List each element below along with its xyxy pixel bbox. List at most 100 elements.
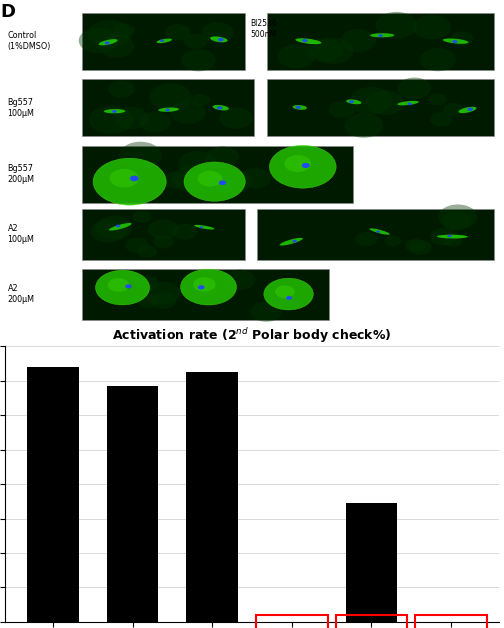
Ellipse shape	[443, 38, 468, 44]
Circle shape	[198, 285, 205, 290]
Circle shape	[119, 142, 161, 169]
Circle shape	[349, 100, 354, 103]
Ellipse shape	[397, 101, 419, 106]
Circle shape	[198, 280, 221, 295]
Bar	[82, 146, 353, 202]
Circle shape	[165, 24, 191, 40]
Circle shape	[183, 33, 208, 49]
Ellipse shape	[459, 107, 476, 113]
Circle shape	[191, 94, 210, 106]
Text: Control
(1%DMSO): Control (1%DMSO)	[8, 31, 51, 51]
Circle shape	[275, 285, 295, 298]
Circle shape	[145, 281, 180, 305]
Circle shape	[420, 48, 456, 71]
Circle shape	[151, 293, 176, 309]
Circle shape	[178, 151, 217, 175]
Circle shape	[112, 24, 135, 38]
Circle shape	[149, 84, 192, 111]
Circle shape	[200, 226, 203, 229]
Circle shape	[109, 169, 139, 188]
Circle shape	[269, 145, 336, 188]
Circle shape	[250, 301, 282, 322]
Circle shape	[204, 177, 228, 193]
Ellipse shape	[99, 39, 117, 45]
Circle shape	[355, 232, 377, 246]
Circle shape	[240, 168, 271, 188]
Circle shape	[137, 294, 159, 308]
Circle shape	[428, 94, 447, 105]
Circle shape	[148, 219, 179, 239]
Circle shape	[349, 87, 393, 115]
Title: Activation rate (2$^{nd}$ Polar body check%): Activation rate (2$^{nd}$ Polar body che…	[112, 326, 392, 345]
Text: A2
200μM: A2 200μM	[8, 284, 34, 305]
Circle shape	[375, 12, 417, 38]
Ellipse shape	[437, 235, 468, 239]
Circle shape	[163, 171, 190, 189]
Circle shape	[409, 240, 431, 255]
Circle shape	[452, 40, 457, 43]
Circle shape	[108, 80, 135, 98]
Circle shape	[173, 165, 217, 193]
Circle shape	[407, 102, 412, 105]
Circle shape	[202, 22, 234, 43]
Bar	[267, 13, 494, 70]
Circle shape	[79, 28, 118, 53]
Ellipse shape	[213, 105, 229, 111]
Bar	[82, 209, 244, 259]
Ellipse shape	[280, 238, 303, 246]
Ellipse shape	[370, 33, 394, 38]
Circle shape	[125, 284, 132, 288]
Circle shape	[88, 20, 131, 48]
Circle shape	[193, 277, 216, 291]
Circle shape	[451, 31, 473, 46]
Bar	[186, 372, 238, 622]
Bar	[107, 386, 158, 622]
Circle shape	[130, 176, 139, 181]
Circle shape	[413, 15, 451, 40]
Circle shape	[385, 236, 401, 246]
Circle shape	[138, 245, 157, 258]
Bar	[82, 13, 244, 70]
Circle shape	[376, 230, 380, 233]
Ellipse shape	[295, 38, 322, 44]
Circle shape	[344, 113, 383, 138]
Bar	[257, 209, 494, 259]
Circle shape	[133, 210, 151, 223]
Circle shape	[341, 29, 376, 51]
Circle shape	[438, 205, 477, 229]
Circle shape	[430, 112, 453, 127]
Circle shape	[116, 225, 120, 227]
Text: A2
100μM: A2 100μM	[8, 224, 34, 244]
Circle shape	[165, 109, 170, 111]
Circle shape	[105, 41, 110, 45]
Circle shape	[284, 155, 311, 172]
Circle shape	[430, 228, 458, 246]
Circle shape	[264, 278, 313, 310]
Circle shape	[405, 239, 425, 252]
Circle shape	[170, 101, 206, 124]
Ellipse shape	[293, 105, 307, 110]
Ellipse shape	[104, 109, 125, 113]
Bar	[27, 367, 79, 622]
Circle shape	[125, 238, 149, 253]
Circle shape	[306, 38, 343, 62]
Circle shape	[180, 269, 236, 305]
Ellipse shape	[194, 225, 215, 229]
Circle shape	[121, 271, 139, 283]
Circle shape	[139, 112, 171, 133]
Circle shape	[134, 275, 158, 291]
Circle shape	[95, 270, 150, 305]
Text: Bg557
100μM: Bg557 100μM	[8, 97, 34, 117]
Circle shape	[302, 163, 310, 168]
Bar	[346, 503, 397, 622]
Circle shape	[160, 40, 164, 42]
Circle shape	[286, 296, 292, 300]
Circle shape	[444, 103, 464, 116]
Circle shape	[153, 235, 174, 249]
Ellipse shape	[158, 107, 179, 112]
Circle shape	[448, 235, 452, 237]
Circle shape	[467, 107, 473, 111]
Circle shape	[172, 224, 198, 240]
Circle shape	[112, 110, 117, 113]
Bar	[267, 79, 494, 136]
